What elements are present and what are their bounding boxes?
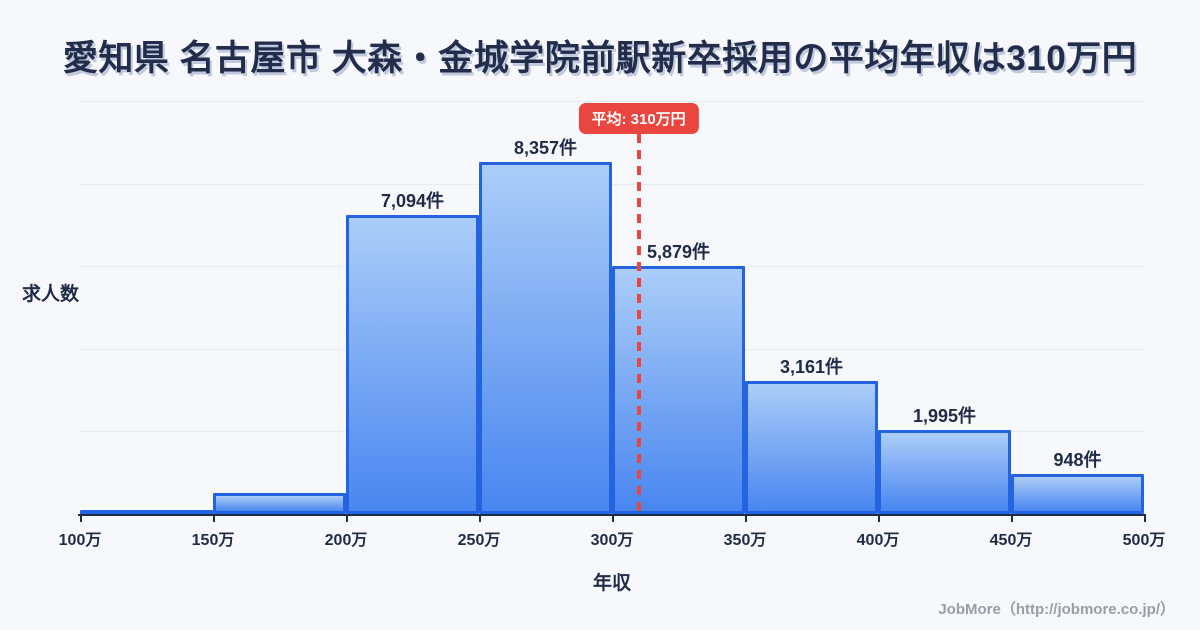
histogram-bar xyxy=(346,215,479,514)
average-badge: 平均: 310万円 xyxy=(578,103,699,134)
average-line xyxy=(636,134,641,514)
x-axis-tick xyxy=(346,514,348,522)
histogram-bar xyxy=(1011,474,1144,514)
histogram-bar xyxy=(213,493,346,514)
x-axis-tick xyxy=(612,514,614,522)
footer-credit: JobMore（http://jobmore.co.jp/） xyxy=(938,601,1175,618)
bar-value-label: 1,995件 xyxy=(912,406,977,426)
bar-value-label: 8,357件 xyxy=(513,138,578,158)
x-axis-tick xyxy=(479,514,481,522)
x-axis-label: 年収 xyxy=(592,573,631,594)
x-axis-tick-label: 500万 xyxy=(1122,532,1166,549)
x-axis-tick xyxy=(745,514,747,522)
x-axis-tick xyxy=(878,514,880,522)
x-axis-tick xyxy=(1011,514,1013,522)
bar-value-label: 948件 xyxy=(1053,450,1102,470)
histogram-bar xyxy=(612,266,745,514)
x-axis-tick xyxy=(80,514,82,522)
x-axis-tick-label: 350万 xyxy=(723,532,767,549)
bar-value-label: 7,094件 xyxy=(380,191,445,211)
page-title: 愛知県 名古屋市 大森・金城学院前駅新卒採用の平均年収は310万円 xyxy=(62,39,1138,78)
y-axis-label: 求人数 xyxy=(22,284,80,305)
x-axis-tick-label: 450万 xyxy=(989,532,1033,549)
histogram-bar xyxy=(745,381,878,514)
x-axis-tick-label: 100万 xyxy=(58,532,102,549)
x-axis-tick xyxy=(213,514,215,522)
x-axis-tick-label: 300万 xyxy=(590,532,634,549)
histogram-bar xyxy=(878,430,1011,514)
gridline xyxy=(78,101,1144,102)
x-axis-tick-label: 150万 xyxy=(191,532,235,549)
x-axis-tick-label: 250万 xyxy=(457,532,501,549)
bar-value-label: 3,161件 xyxy=(779,357,844,377)
histogram-bar xyxy=(479,162,612,514)
x-axis-tick xyxy=(1144,514,1146,522)
x-axis-tick-label: 200万 xyxy=(324,532,368,549)
x-axis-tick-label: 400万 xyxy=(856,532,900,549)
bar-value-label: 5,879件 xyxy=(646,242,711,262)
